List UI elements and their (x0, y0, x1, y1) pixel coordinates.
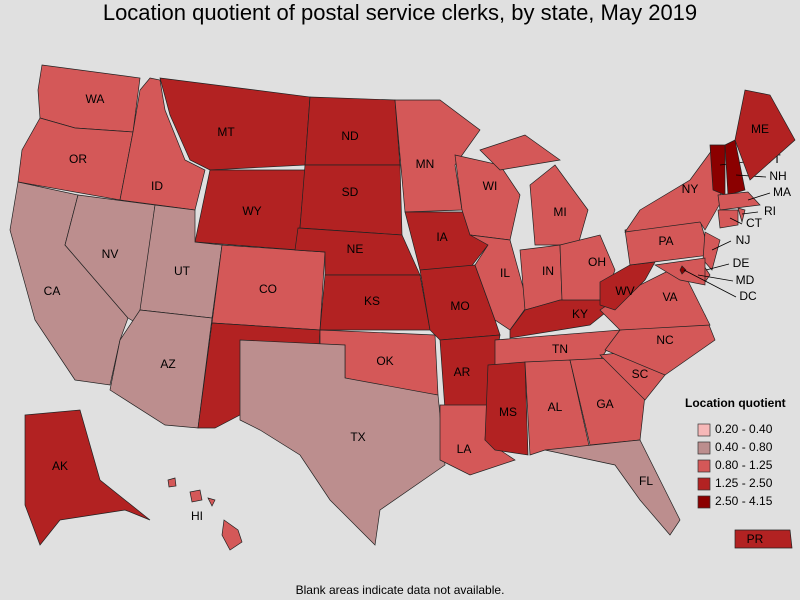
state (299, 164, 403, 236)
footnote: Blank areas indicate data not available. (296, 583, 505, 597)
legend-swatch (697, 441, 711, 455)
legend-swatch (697, 423, 711, 437)
state (734, 529, 793, 549)
state-label: SD (342, 185, 359, 199)
state-label: IL (500, 266, 510, 280)
legend-label: 2.50 - 4.15 (715, 494, 773, 508)
state-label: WA (86, 92, 105, 106)
state (207, 497, 216, 507)
state-label: TX (350, 430, 365, 444)
state (484, 361, 529, 456)
legend-swatch (697, 477, 711, 491)
state-label: KY (572, 307, 588, 321)
state (717, 209, 739, 229)
state-label: WY (242, 204, 261, 218)
state-label: DC (739, 289, 757, 303)
state-label: MO (450, 299, 469, 313)
state (604, 314, 716, 376)
state-label: WI (483, 179, 498, 193)
state-label: HI (191, 509, 203, 523)
state-label: ID (151, 179, 163, 193)
state-label: DE (733, 256, 750, 270)
state (544, 439, 681, 536)
state-label: OR (69, 152, 87, 166)
state (624, 149, 723, 233)
leader-line (741, 211, 759, 215)
state-label: UT (174, 264, 191, 278)
state (653, 257, 706, 286)
state (737, 207, 746, 224)
state (702, 231, 721, 271)
state (239, 339, 446, 546)
state-label: MS (499, 405, 517, 419)
state (24, 409, 151, 546)
state-label: WV (615, 284, 634, 298)
state-label: MA (773, 185, 791, 199)
leader-line (697, 274, 734, 282)
state (189, 489, 203, 503)
state-label: PA (658, 234, 673, 248)
leader-line (683, 269, 737, 298)
leader-line (705, 263, 730, 271)
state-label: ND (341, 129, 359, 143)
state (679, 265, 687, 275)
state-label: MT (217, 125, 235, 139)
map-title: Location quotient of postal service cler… (103, 0, 697, 25)
state (469, 234, 529, 331)
state (519, 244, 563, 311)
state-label: CT (746, 216, 763, 230)
legend-label: 0.40 - 0.80 (715, 440, 773, 454)
state-label: CA (44, 284, 61, 298)
state-label: NJ (736, 233, 751, 247)
state-label: FL (639, 474, 653, 488)
state-label: AR (454, 365, 471, 379)
state (529, 164, 589, 246)
state (119, 77, 206, 211)
state-label: RI (764, 204, 776, 218)
state-label: KS (364, 294, 380, 308)
state-label: SC (632, 367, 649, 381)
state (167, 477, 177, 488)
state-label: MN (416, 157, 435, 171)
legend-title: Location quotient (685, 396, 786, 410)
state-label: NE (347, 242, 364, 256)
state-label: GA (596, 397, 613, 411)
state-label: IA (436, 230, 447, 244)
state-label: AZ (160, 357, 175, 371)
state-label: PR (747, 532, 764, 546)
state-label: AK (52, 459, 68, 473)
state (734, 89, 796, 181)
state-label: NV (102, 247, 119, 261)
state (109, 309, 213, 429)
state-label: VA (662, 290, 677, 304)
state-label: LA (457, 442, 472, 456)
state-label: NC (656, 333, 674, 347)
leader-line (729, 217, 743, 225)
legend-label: 0.20 - 0.40 (715, 422, 773, 436)
state-label: AL (548, 400, 563, 414)
leader-line (711, 240, 732, 251)
legend-swatch (697, 459, 711, 473)
state-label: OK (376, 354, 393, 368)
state-label: NY (682, 182, 699, 196)
state-label: ME (751, 122, 769, 136)
state-label: MI (553, 205, 566, 219)
state-label: NH (769, 169, 786, 183)
state (717, 191, 761, 211)
state-label: MD (736, 273, 755, 287)
state-label: CO (259, 282, 277, 296)
legend-swatch (697, 495, 711, 509)
legend-label: 0.80 - 1.25 (715, 458, 773, 472)
leader-line (747, 192, 771, 201)
legend-label: 1.25 - 2.50 (715, 476, 773, 490)
state-label: IN (542, 264, 554, 278)
state (724, 139, 746, 196)
state (479, 134, 561, 171)
state (221, 519, 243, 551)
state-label: OH (588, 255, 606, 269)
state-label: TN (552, 342, 568, 356)
